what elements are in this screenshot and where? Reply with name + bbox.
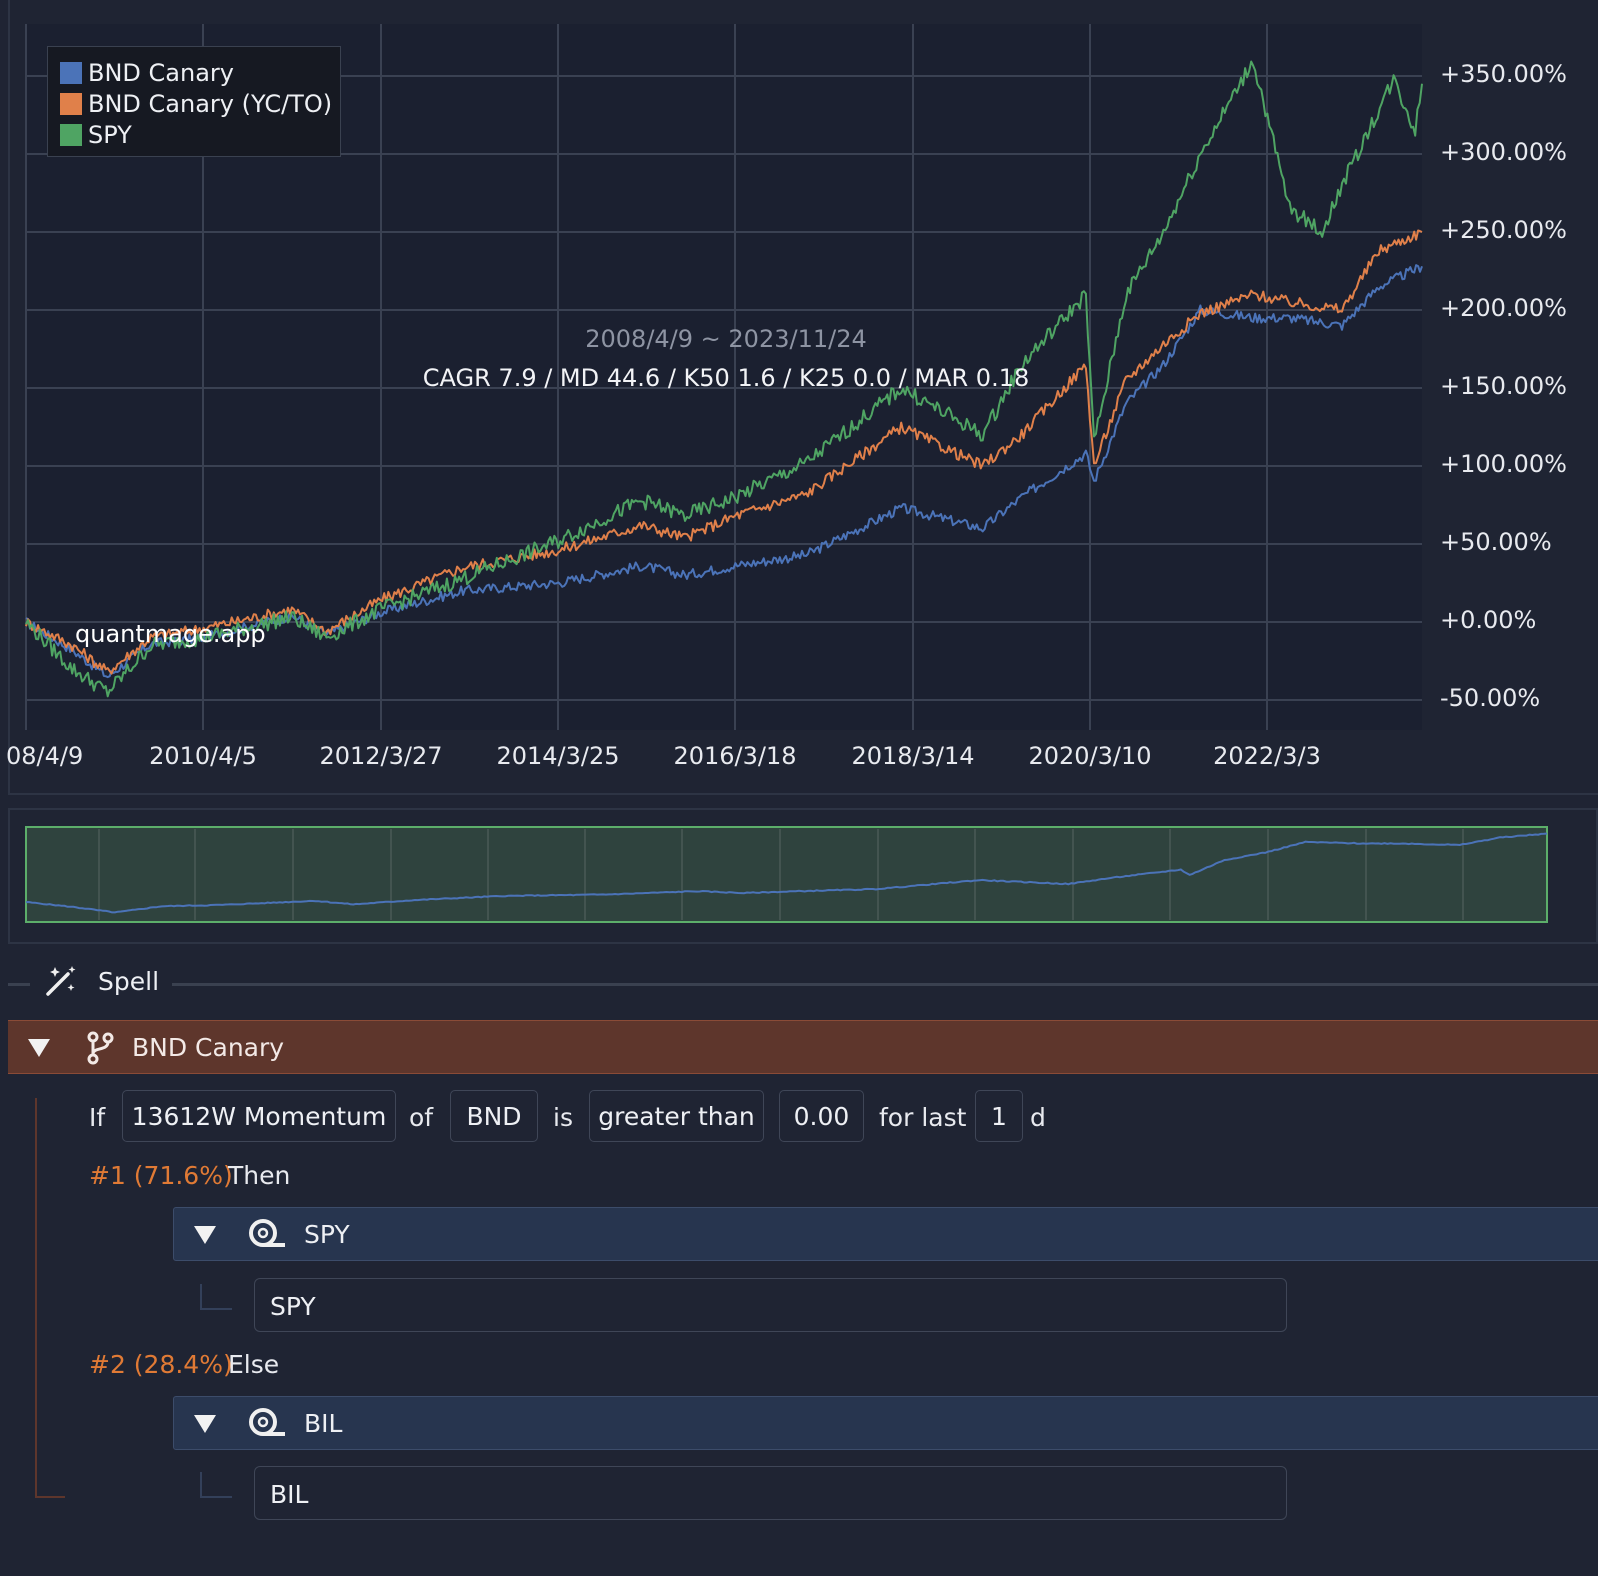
tree-connector	[200, 1284, 232, 1310]
ticker-icon	[249, 1408, 285, 1436]
if-label: If	[89, 1103, 106, 1132]
asset-ticker-field[interactable]: BIL	[254, 1466, 1287, 1520]
threshold-input[interactable]: 0.00	[779, 1090, 864, 1142]
x-tick-label: 2012/3/27	[319, 742, 443, 770]
series-line-spy	[25, 60, 1423, 698]
legend-swatch	[60, 61, 82, 84]
y-tick-label: +300.00%	[1440, 138, 1567, 166]
x-tick-label: 2020/3/10	[1028, 742, 1152, 770]
x-tick-label: 2016/3/18	[673, 742, 797, 770]
spell-header: Spell	[0, 960, 1598, 1006]
x-tick-label: 2014/3/25	[496, 742, 620, 770]
y-tick-label: -50.00%	[1440, 684, 1541, 712]
legend-label: BND Canary	[88, 58, 234, 87]
branch-weight-tag: #2 (28.4%)	[89, 1350, 233, 1379]
indicator-select[interactable]: 13612W Momentum	[122, 1090, 396, 1142]
asset-node-bil[interactable]: BIL	[173, 1396, 1598, 1450]
strategy-node-bnd-canary[interactable]: BND Canary	[8, 1020, 1598, 1074]
legend-item-bnd-canary-yc-to[interactable]: BND Canary (YC/TO)	[60, 88, 340, 119]
ticker-input[interactable]: BND	[450, 1090, 538, 1142]
y-tick-label: +100.00%	[1440, 450, 1567, 478]
x-gridlines	[25, 24, 1268, 730]
lookback-input[interactable]: 1	[975, 1090, 1023, 1142]
date-range-label: 2008/4/9 ~ 2023/11/24	[585, 325, 867, 353]
legend-item-bnd-canary[interactable]: BND Canary	[60, 57, 340, 88]
asset-group-name: BIL	[304, 1409, 343, 1438]
collapse-toggle-icon[interactable]	[28, 1039, 50, 1057]
divider	[8, 983, 30, 986]
of-label: of	[409, 1103, 434, 1132]
branch-icon	[87, 1031, 114, 1065]
branch-label: Then	[228, 1161, 291, 1190]
range-navigator[interactable]	[0, 0, 1598, 950]
navigator-selection[interactable]	[25, 826, 1548, 923]
y-tick-label: +350.00%	[1440, 60, 1567, 88]
x-tick-label: 2022/3/3	[1213, 742, 1321, 770]
condition-row: If 13612W Momentum of BND is greater tha…	[0, 1090, 1598, 1144]
chart-legend: BND Canary BND Canary (YC/TO) SPY	[47, 46, 341, 157]
collapse-toggle-icon[interactable]	[194, 1415, 216, 1433]
ticker-icon	[249, 1219, 285, 1247]
tree-connector	[35, 1098, 37, 1498]
legend-label: BND Canary (YC/TO)	[88, 89, 333, 118]
tree-connector	[35, 1496, 65, 1498]
y-gridlines	[26, 75, 1422, 701]
strategy-name: BND Canary	[132, 1033, 285, 1062]
collapse-toggle-icon[interactable]	[194, 1226, 216, 1244]
divider	[172, 983, 1598, 986]
y-tick-label: +0.00%	[1440, 606, 1537, 634]
asset-ticker-field[interactable]: SPY	[254, 1278, 1287, 1332]
comparator-select[interactable]: greater than	[589, 1090, 764, 1142]
x-tick-label: 2010/4/5	[149, 742, 257, 770]
is-label: is	[553, 1103, 573, 1132]
legend-swatch	[60, 123, 82, 146]
branch-label: Else	[228, 1350, 280, 1379]
legend-swatch	[60, 92, 82, 115]
stats-label: CAGR 7.9 / MD 44.6 / K50 1.6 / K25 0.0 /…	[422, 364, 1030, 392]
legend-item-spy[interactable]: SPY	[60, 119, 340, 150]
tree-connector	[200, 1472, 232, 1498]
navigator-series-line	[25, 832, 1548, 914]
magic-wand-icon	[46, 966, 76, 996]
legend-label: SPY	[88, 120, 132, 149]
series-lines	[25, 60, 1423, 698]
asset-node-spy[interactable]: SPY	[173, 1207, 1598, 1261]
x-tick-label: 2018/3/14	[851, 742, 975, 770]
spell-label: Spell	[98, 967, 160, 996]
watermark: quantmage.app	[75, 620, 266, 648]
branch-weight-tag: #1 (71.6%)	[89, 1161, 233, 1190]
series-line-bnd-canary-yc-to	[25, 229, 1423, 675]
x-tick-label: 08/4/9	[6, 742, 84, 770]
y-tick-label: +50.00%	[1440, 528, 1552, 556]
asset-group-name: SPY	[304, 1220, 350, 1249]
for-last-label: for last	[879, 1103, 967, 1132]
y-tick-label: +150.00%	[1440, 372, 1567, 400]
lookback-unit: d	[1030, 1103, 1046, 1132]
y-tick-label: +250.00%	[1440, 216, 1567, 244]
y-tick-label: +200.00%	[1440, 294, 1567, 322]
